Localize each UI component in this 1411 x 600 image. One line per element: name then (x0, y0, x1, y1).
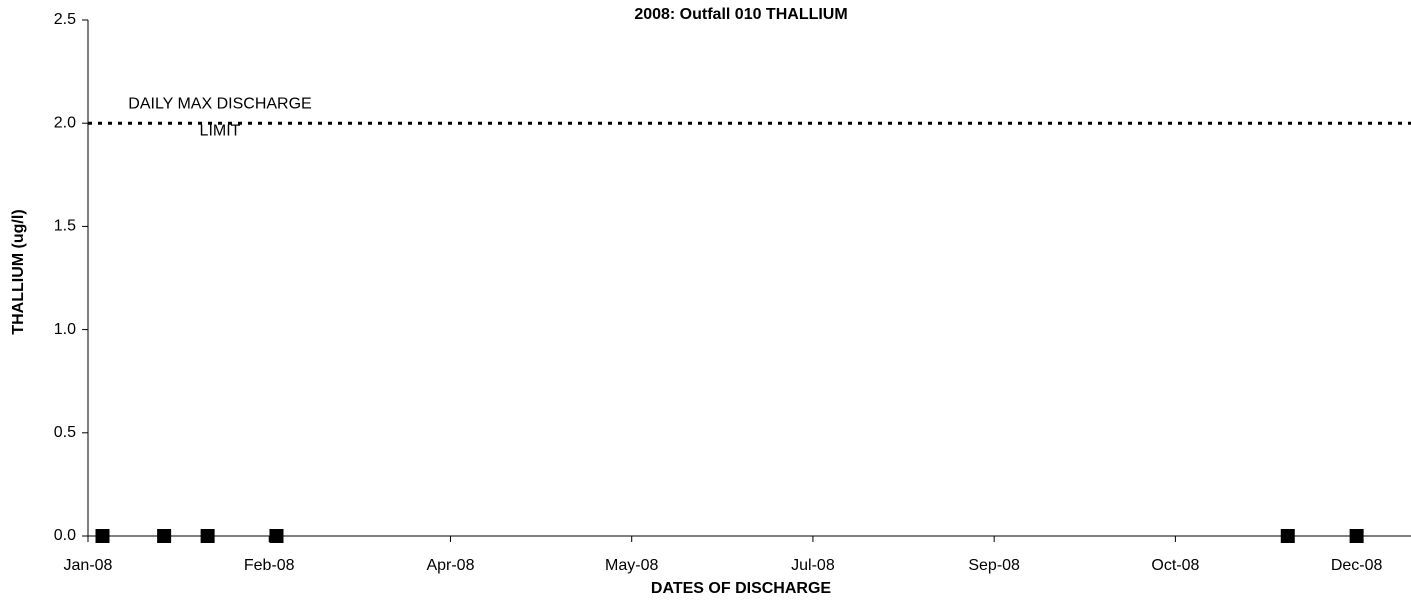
marker (157, 529, 172, 543)
x-tick-label: Jan-08 (64, 557, 113, 574)
chart-title: 2008: Outfall 010 THALLIUM (634, 6, 847, 23)
x-tick-label: Dec-08 (1331, 557, 1383, 574)
x-tick-label: Sep-08 (968, 557, 1020, 574)
y-tick-label: 2.0 (54, 114, 76, 131)
y-tick-label: 0.0 (54, 527, 76, 544)
y-tick-label: 1.0 (54, 321, 76, 338)
marker (200, 529, 215, 543)
x-tick-label: Jul-08 (791, 557, 835, 574)
marker (95, 529, 110, 543)
marker (1280, 529, 1295, 543)
marker (269, 529, 284, 543)
x-tick-label: Feb-08 (244, 557, 295, 574)
y-tick-label: 1.5 (54, 218, 76, 235)
annotation: LIMIT (200, 122, 241, 139)
y-tick-label: 2.5 (54, 11, 76, 28)
x-tick-label: Apr-08 (426, 557, 474, 574)
marker (1349, 529, 1364, 543)
y-axis-label: THALLIUM (ug/l) (10, 209, 27, 334)
x-tick-label: Oct-08 (1151, 557, 1199, 574)
annotation: DAILY MAX DISCHARGE (128, 95, 311, 112)
x-tick-label: May-08 (605, 557, 658, 574)
x-axis-label: DATES OF DISCHARGE (651, 580, 831, 597)
y-tick-label: 0.5 (54, 424, 76, 441)
